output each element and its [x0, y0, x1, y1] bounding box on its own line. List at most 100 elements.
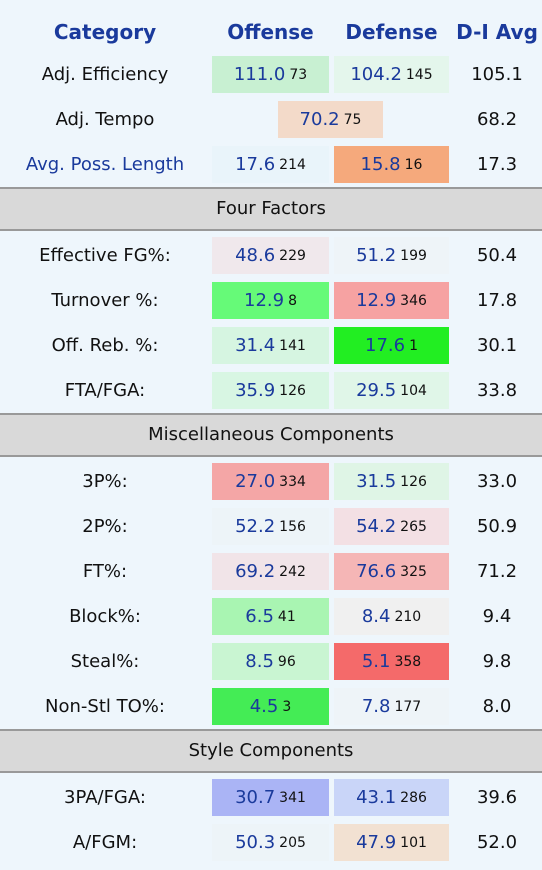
section-header: Miscellaneous Components [0, 413, 542, 457]
avg-value: 8.0 [482, 696, 512, 717]
avg-value: 39.6 [476, 787, 518, 808]
stat-cell: 29.5 104 [334, 372, 449, 409]
stat-rank: 8 [288, 292, 297, 309]
stat-rank: 126 [279, 382, 306, 399]
avg-value: 17.3 [476, 154, 518, 175]
stat-value: 52.2 [235, 516, 276, 537]
stat-rank: 177 [394, 698, 422, 715]
category-label: Avg. Poss. Length [25, 154, 185, 175]
stat-cell: 5.1 358 [334, 643, 449, 680]
avg-value: 9.8 [482, 651, 512, 672]
stat-rank: 104 [400, 382, 427, 399]
stat-value: 47.9 [356, 832, 397, 853]
stat-cell: 17.6 1 [334, 327, 449, 364]
stat-rank: 346 [400, 292, 427, 309]
stat-rank: 325 [400, 563, 427, 580]
stat-cell: 27.0 334 [212, 463, 329, 500]
stat-value: 4.5 [249, 696, 279, 717]
stat-cell: 6.5 41 [212, 598, 329, 635]
stat-value: 8.4 [361, 606, 391, 627]
stat-cell: 12.9 346 [334, 282, 449, 319]
stat-value: 69.2 [235, 561, 276, 582]
stat-cell: 8.4 210 [334, 598, 449, 635]
category-label: 3PA/FGA: [64, 787, 146, 808]
stat-rank: 205 [279, 834, 306, 851]
section-header: Style Components [0, 729, 542, 773]
category-label: FTA/FGA: [64, 380, 146, 401]
category-label: Steal%: [70, 651, 140, 672]
column-header: Offense [227, 20, 314, 44]
stat-cell: 4.5 3 [212, 688, 329, 725]
stat-rank: 242 [279, 563, 306, 580]
stat-rank: 73 [289, 66, 308, 83]
stat-cell: 76.6 325 [334, 553, 449, 590]
stat-value: 7.8 [361, 696, 391, 717]
category-label: Adj. Tempo [55, 109, 155, 130]
stat-value: 104.2 [350, 64, 402, 85]
stat-cell: 51.2 199 [334, 237, 449, 274]
stat-value: 29.5 [356, 380, 397, 401]
category-label: 2P%: [82, 516, 128, 537]
stat-cell: 12.9 8 [212, 282, 329, 319]
stat-cell: 70.2 75 [278, 101, 383, 138]
stat-value: 43.1 [356, 787, 397, 808]
stat-rank: 3 [282, 698, 292, 715]
stat-value: 8.5 [245, 651, 274, 672]
stat-value: 17.6 [235, 154, 276, 175]
stat-value: 27.0 [235, 471, 276, 492]
category-label: FT%: [82, 561, 128, 582]
avg-value: 33.8 [476, 380, 518, 401]
stat-rank: 16 [404, 156, 423, 173]
stat-cell: 104.2 145 [334, 56, 449, 93]
stat-rank: 334 [279, 473, 306, 490]
avg-value: 9.4 [482, 606, 512, 627]
avg-value: 52.0 [476, 832, 518, 853]
stat-value: 31.4 [235, 335, 276, 356]
stat-value: 15.8 [360, 154, 401, 175]
stat-cell: 52.2 156 [212, 508, 329, 545]
stat-rank: 214 [279, 156, 306, 173]
stat-value: 76.6 [356, 561, 397, 582]
stat-rank: 1 [409, 337, 418, 354]
stat-cell: 54.2 265 [334, 508, 449, 545]
category-label: Turnover %: [51, 290, 159, 311]
stat-value: 12.9 [244, 290, 285, 311]
stat-value: 31.5 [356, 471, 397, 492]
stat-rank: 75 [343, 111, 362, 128]
stat-rank: 126 [400, 473, 427, 490]
stat-cell: 17.6 214 [212, 146, 329, 183]
avg-value: 68.2 [476, 109, 518, 130]
stat-value: 12.9 [356, 290, 397, 311]
stat-rank: 229 [279, 247, 306, 264]
stat-value: 70.2 [299, 109, 340, 130]
stat-value: 54.2 [356, 516, 397, 537]
stat-cell: 50.3 205 [212, 824, 329, 861]
stat-cell: 7.8 177 [334, 688, 449, 725]
stat-value: 48.6 [235, 245, 276, 266]
stat-cell: 15.8 16 [334, 146, 449, 183]
stat-value: 6.5 [245, 606, 274, 627]
stat-rank: 358 [394, 653, 422, 670]
stat-rank: 96 [277, 653, 296, 670]
stat-cell: 31.4 141 [212, 327, 329, 364]
avg-value: 50.4 [476, 245, 518, 266]
stat-rank: 265 [400, 518, 427, 535]
stat-value: 30.7 [235, 787, 276, 808]
category-label: Effective FG%: [39, 245, 171, 266]
category-label: Non-Stl TO%: [45, 696, 165, 717]
column-header: Category [53, 20, 157, 44]
stat-cell: 69.2 242 [212, 553, 329, 590]
stat-rank: 141 [279, 337, 306, 354]
stat-cell: 111.0 73 [212, 56, 329, 93]
avg-value: 33.0 [476, 471, 518, 492]
stat-value: 50.3 [235, 832, 276, 853]
stat-cell: 35.9 126 [212, 372, 329, 409]
stat-cell: 48.6 229 [212, 237, 329, 274]
column-header: D-I Avg [456, 20, 538, 44]
category-label: Block%: [69, 606, 141, 627]
stat-rank: 341 [279, 789, 306, 806]
stat-cell: 31.5 126 [334, 463, 449, 500]
stat-rank: 145 [405, 66, 433, 83]
stat-cell: 47.9 101 [334, 824, 449, 861]
